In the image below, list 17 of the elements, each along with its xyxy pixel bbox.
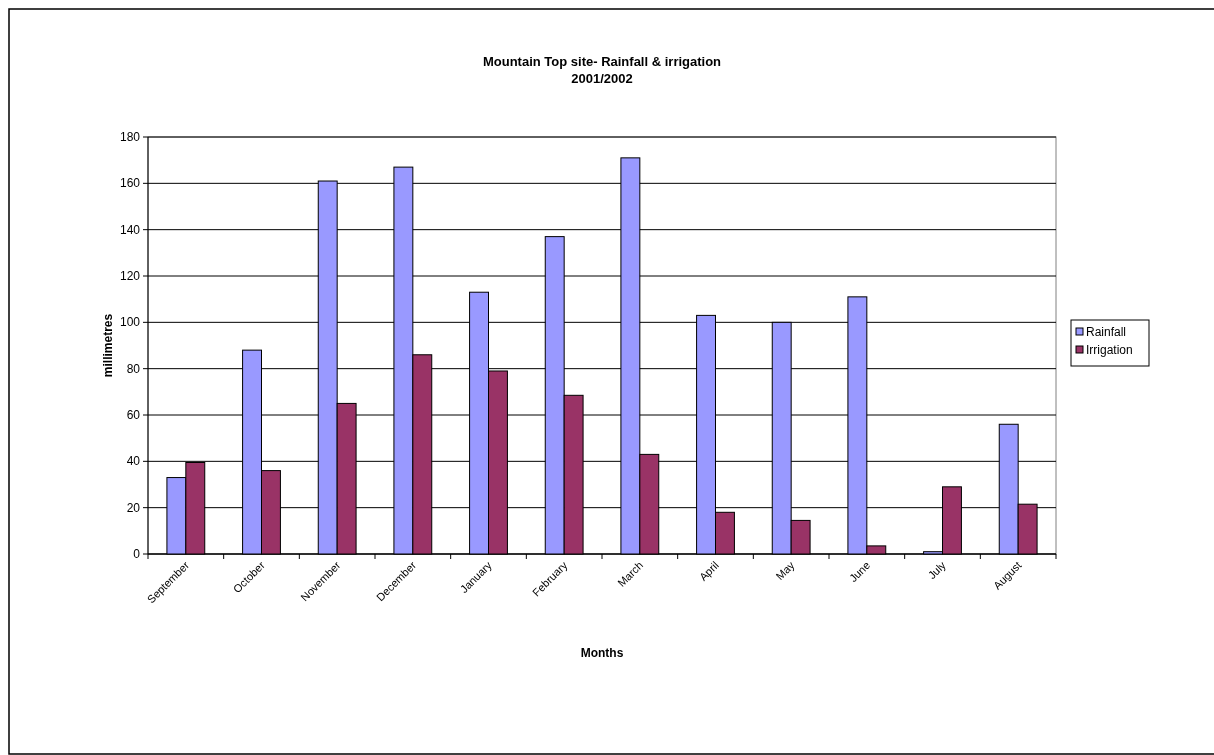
y-tick-label: 20 bbox=[126, 500, 141, 515]
legend-label: Irrigation bbox=[1086, 343, 1133, 357]
y-tick-label: 140 bbox=[119, 222, 141, 237]
x-axis-title: Months bbox=[580, 646, 624, 660]
y-tick-label: 60 bbox=[126, 408, 141, 422]
y-tick-label: 180 bbox=[119, 130, 141, 144]
x-tick-label: July bbox=[925, 558, 949, 582]
chart-title: Mountain Top site- Rainfall & irrigation 2001/2002 bbox=[482, 54, 722, 86]
y-axis-title: millimetres bbox=[101, 313, 115, 378]
y-tick-label: 40 bbox=[126, 454, 141, 469]
y-tick-label: 80 bbox=[126, 361, 141, 376]
y-tick-label: 0 bbox=[133, 547, 141, 561]
y-tick-label: 160 bbox=[119, 176, 141, 191]
legend-label: Rainfall bbox=[1086, 325, 1127, 339]
x-tick-label: May bbox=[773, 558, 797, 583]
y-tick-label: 120 bbox=[119, 269, 141, 283]
y-tick-label: 100 bbox=[119, 315, 141, 330]
